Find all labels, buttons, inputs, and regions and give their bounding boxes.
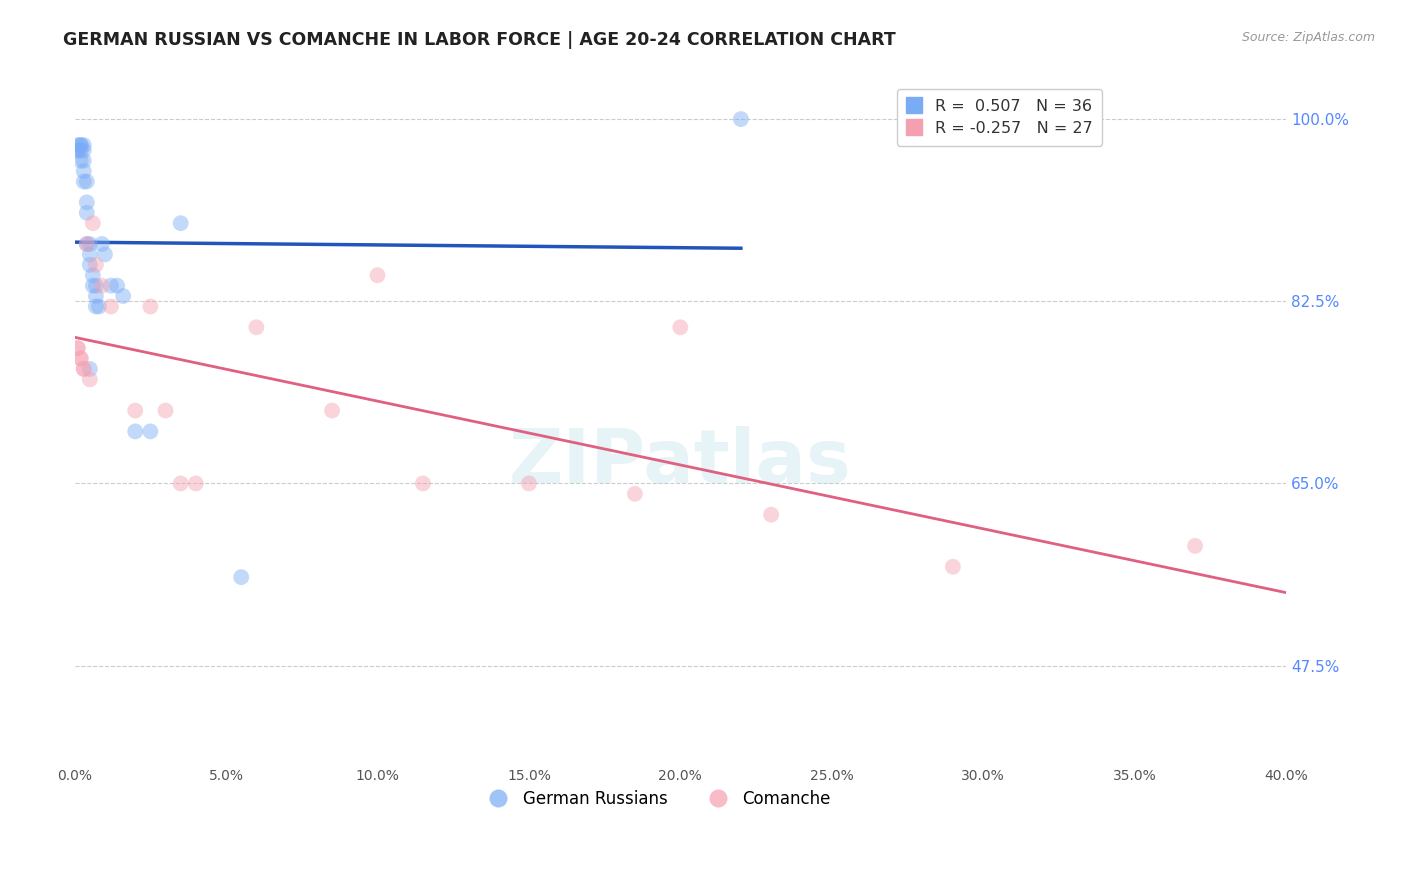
Point (79, 247, 101, 261)
Point (155, 403, 177, 417)
Point (669, 320, 692, 334)
Point (231, 570, 253, 584)
Point (79, 372, 101, 386)
Point (66, 138, 89, 153)
Point (73, 164, 96, 178)
Point (517, 476, 540, 491)
Point (82, 268, 104, 283)
Point (112, 289, 135, 303)
Text: Source: ZipAtlas.com: Source: ZipAtlas.com (1241, 31, 1375, 45)
Point (82, 216, 104, 230)
Point (100, 300, 122, 314)
Point (84, 289, 107, 303)
Point (759, 508, 782, 522)
Point (76, 206, 98, 220)
Point (73, 362, 96, 376)
Point (366, 268, 388, 283)
Point (184, 476, 207, 491)
Point (73, 138, 96, 153)
Point (69, 351, 91, 366)
Point (245, 320, 267, 334)
Point (66, 144, 89, 158)
Point (69, 138, 91, 153)
Point (87, 300, 110, 314)
Point (76, 195, 98, 210)
Point (79, 237, 101, 252)
Point (169, 216, 191, 230)
Point (124, 403, 146, 417)
Point (105, 278, 128, 293)
Text: GERMAN RUSSIAN VS COMANCHE IN LABOR FORCE | AGE 20-24 CORRELATION CHART: GERMAN RUSSIAN VS COMANCHE IN LABOR FORC… (63, 31, 896, 49)
Point (73, 153, 96, 168)
Point (69, 351, 91, 366)
Point (76, 237, 98, 252)
Point (100, 278, 122, 293)
Point (90, 237, 112, 252)
Point (84, 300, 107, 314)
Point (84, 258, 107, 272)
Point (82, 278, 104, 293)
Point (79, 362, 101, 376)
Point (942, 559, 965, 574)
Legend: German Russians, Comanche: German Russians, Comanche (475, 783, 838, 814)
Point (412, 476, 434, 491)
Point (76, 175, 98, 189)
Point (69, 144, 91, 158)
Point (69, 153, 91, 168)
Point (66, 341, 89, 355)
Point (76, 237, 98, 252)
Text: ZIPatlas: ZIPatlas (509, 425, 852, 499)
Point (624, 487, 647, 501)
Point (73, 144, 96, 158)
Point (94, 247, 117, 261)
Point (169, 476, 191, 491)
Point (321, 403, 343, 417)
Point (69, 138, 91, 153)
Point (730, 112, 752, 126)
Point (66, 144, 89, 158)
Point (90, 278, 112, 293)
Point (73, 175, 96, 189)
Point (1184, 539, 1206, 553)
Point (73, 362, 96, 376)
Point (84, 278, 107, 293)
Point (139, 300, 162, 314)
Point (124, 425, 146, 439)
Point (66, 341, 89, 355)
Point (79, 258, 101, 272)
Point (139, 425, 162, 439)
